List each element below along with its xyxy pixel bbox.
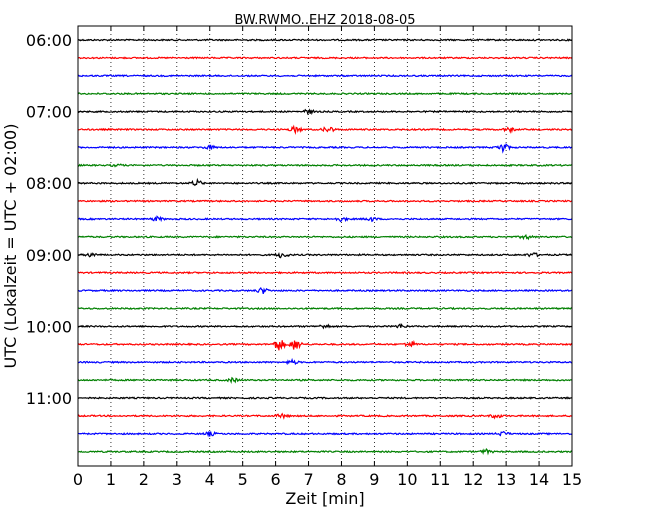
plot-frame: [77, 25, 573, 467]
seismic-trace: [77, 396, 573, 400]
y-tick-label: 11:00: [26, 389, 72, 408]
seismic-trace: [77, 323, 573, 330]
seismic-trace: [77, 74, 573, 78]
x-tick-label: 15: [562, 470, 582, 489]
seismic-trace: [77, 306, 573, 311]
seismic-trace: [77, 124, 573, 136]
y-axis-label: UTC (Lokalzeit = UTC + 02:00): [1, 124, 20, 369]
x-tick-label: 14: [529, 470, 549, 489]
seismic-trace: [77, 270, 573, 275]
x-tick-label: 5: [238, 470, 248, 489]
seismic-trace: [77, 91, 573, 96]
seismic-trace: [77, 215, 573, 223]
y-tick-label: 10:00: [26, 317, 72, 336]
seismic-trace: [77, 199, 573, 203]
x-tick-label: 3: [172, 470, 182, 489]
y-tick-label: 07:00: [26, 103, 72, 122]
seismic-trace: [77, 376, 573, 384]
x-tick-label: 0: [73, 470, 83, 489]
seismic-trace: [77, 56, 573, 60]
y-axis: 06:00 07:00 08:00 09:00 10:00 11:00: [26, 31, 572, 408]
seismic-trace: [77, 108, 573, 116]
traces: [77, 38, 573, 456]
x-tick-label: 6: [271, 470, 281, 489]
x-tick-label: 8: [336, 470, 346, 489]
x-tick-label: 12: [463, 470, 483, 489]
x-tick-label: 11: [430, 470, 450, 489]
x-tick-label: 4: [205, 470, 215, 489]
seismic-trace: [77, 163, 573, 168]
x-tick-label: 7: [303, 470, 313, 489]
seismic-trace: [77, 357, 573, 366]
seismic-trace: [77, 38, 573, 42]
seismic-trace: [77, 233, 573, 241]
chart-title: BW.RWMO..EHZ 2018-08-05: [234, 13, 415, 28]
seismic-trace: [77, 430, 573, 438]
x-axis: 0 1 2 3 4 5 6 7 8 9 10 11 12 13 14 15: [73, 26, 582, 489]
seismic-trace: [77, 339, 573, 351]
y-tick-label: 09:00: [26, 246, 72, 265]
seismic-trace: [77, 447, 573, 456]
y-tick-label: 06:00: [26, 31, 72, 50]
seismic-trace: [77, 143, 573, 154]
x-tick-label: 9: [369, 470, 379, 489]
seismic-trace: [77, 286, 573, 294]
x-tick-label: 13: [496, 470, 516, 489]
x-tick-label: 10: [397, 470, 417, 489]
x-tick-label: 1: [106, 470, 116, 489]
x-axis-label: Zeit [min]: [285, 489, 364, 508]
y-tick-label: 08:00: [26, 174, 72, 193]
x-tick-label: 2: [139, 470, 149, 489]
seismic-trace: [77, 412, 573, 420]
seismic-trace: [77, 251, 573, 259]
seismic-trace: [77, 177, 573, 187]
grid: [110, 26, 540, 466]
